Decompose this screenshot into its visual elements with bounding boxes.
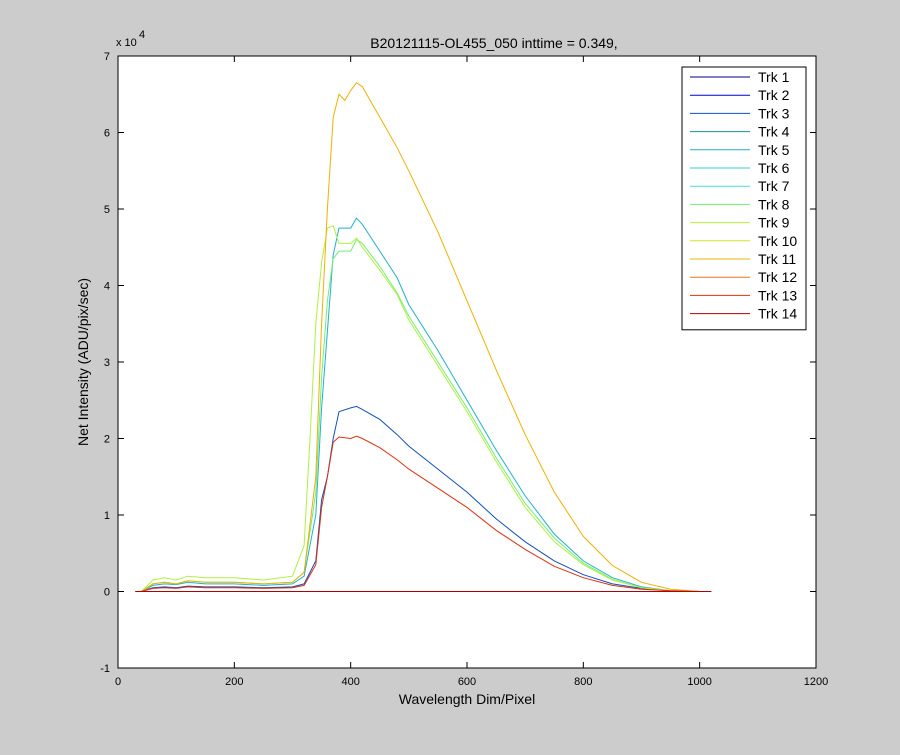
legend-label: Trk 11 bbox=[758, 251, 796, 267]
legend-label: Trk 14 bbox=[758, 306, 797, 322]
legend-label: Trk 10 bbox=[758, 233, 797, 249]
x-tick-label: 600 bbox=[458, 676, 476, 688]
y-tick-label: -1 bbox=[100, 663, 110, 675]
x-tick-label: 800 bbox=[574, 676, 592, 688]
legend-label: Trk 1 bbox=[758, 69, 790, 85]
legend-label: Trk 2 bbox=[758, 87, 790, 103]
legend-label: Trk 3 bbox=[758, 105, 790, 121]
y-multiplier-exponent: 4 bbox=[139, 29, 145, 41]
legend-label: Trk 8 bbox=[758, 196, 790, 212]
legend-label: Trk 7 bbox=[758, 178, 790, 194]
y-tick-label: 7 bbox=[104, 51, 110, 63]
legend-label: Trk 9 bbox=[758, 215, 790, 231]
x-tick-label: 400 bbox=[341, 676, 359, 688]
x-axis-label: Wavelength Dim/Pixel bbox=[399, 691, 535, 707]
legend: Trk 1 Trk 2 Trk 3 Trk 4 Trk 5 Trk 6 Trk 7 Trk 8… bbox=[681, 66, 807, 331]
legend-label: Trk 12 bbox=[758, 269, 797, 285]
x-tick-label: 200 bbox=[225, 676, 243, 688]
legend-label: Trk 5 bbox=[758, 142, 790, 158]
y-tick-label: 0 bbox=[104, 587, 110, 599]
series-line-trk-5 bbox=[135, 217, 712, 592]
series-layer bbox=[135, 82, 712, 592]
series-line-trk-9 bbox=[135, 225, 712, 592]
x-tick-label: 0 bbox=[115, 676, 121, 688]
y-tick-label: 4 bbox=[104, 281, 110, 293]
y-tick-label: 1 bbox=[104, 510, 110, 522]
chart-title: B20121115-OL455_050 inttime = 0.349, bbox=[370, 35, 617, 51]
x-axis: 0 200 400 600 800 1000 1200 bbox=[115, 56, 828, 688]
series-line-trk-3 bbox=[135, 405, 712, 592]
y-axis-label: Net Intensity (ADU/pix/sec) bbox=[75, 278, 91, 446]
y-tick-label: 5 bbox=[104, 204, 110, 216]
y-multiplier-label: x 10 bbox=[116, 37, 137, 49]
series-line-trk-11 bbox=[135, 82, 712, 592]
legend-box bbox=[681, 66, 807, 331]
y-tick-label: 6 bbox=[104, 128, 110, 140]
y-axis: -1 0 1 2 3 4 5 6 7 bbox=[100, 51, 816, 675]
legend-label: Trk 6 bbox=[758, 160, 790, 176]
y-tick-label: 3 bbox=[104, 357, 110, 369]
x-tick-label: 1000 bbox=[687, 676, 711, 688]
legend-label: Trk 13 bbox=[758, 287, 797, 303]
series-line-trk-13 bbox=[135, 435, 712, 592]
y-tick-label: 2 bbox=[104, 434, 110, 446]
legend-label: Trk 4 bbox=[758, 124, 790, 140]
x-tick-label: 1200 bbox=[804, 676, 828, 688]
